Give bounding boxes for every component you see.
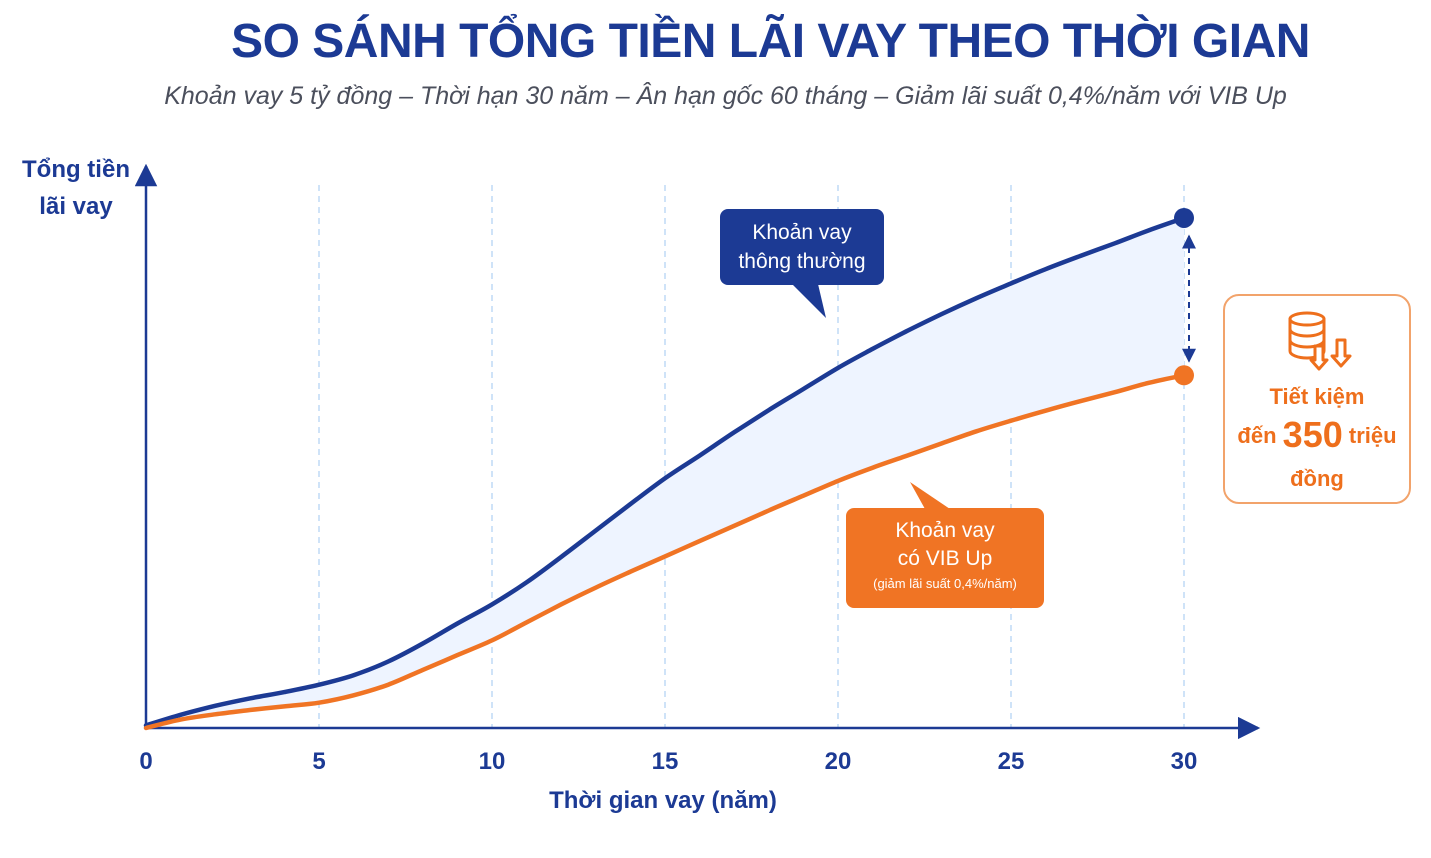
savings-box: Tiết kiệm đến 350 triệu đồng [1223,294,1411,504]
callout-vib: Khoản vay có VIB Up (giảm lãi suất 0,4%/… [846,508,1044,608]
x-tick-label-20: 20 [825,748,852,775]
x-tick-label-10: 10 [479,748,506,775]
x-tick-label-30: 30 [1171,748,1198,775]
savings-amount: 350 [1282,414,1343,455]
x-tick-label-5: 5 [312,748,325,775]
callout-vib-line1: Khoản vay [895,519,995,542]
callout-vib-note: (giảm lãi suất 0,4%/năm) [873,576,1017,591]
x-tick-labels: 0 5 10 15 20 25 30 [139,748,1197,775]
callout-normal-line1: Khoản vay [752,221,852,244]
y-axis-label-line1: Tổng tiền [22,156,130,183]
savings-band [146,218,1184,728]
series-line-vib [143,373,1187,731]
endpoint-vib [1174,365,1194,386]
x-tick-label-0: 0 [139,748,152,775]
x-tick-label-15: 15 [652,748,679,775]
savings-line2: đến 350 triệu [1225,414,1409,456]
savings-suffix: triệu [1348,423,1397,448]
chart-subtitle: Khoản vay 5 tỷ đồng – Thời hạn 30 năm – … [164,82,1287,110]
callout-normal-line2: thông thường [738,250,866,273]
chart-title: SO SÁNH TỔNG TIỀN LÃI VAY THEO THỜI GIAN [231,15,1310,68]
savings-line1: Tiết kiệm [1269,384,1365,409]
callout-normal: Khoản vay thông thường [720,209,884,285]
series-line-normal [143,215,1187,728]
y-axis-label-line2: lãi vay [39,193,113,220]
x-tick-label-25: 25 [998,748,1025,775]
savings-prefix: đến [1237,423,1277,448]
x-axis-label: Thời gian vay (năm) [549,787,777,814]
callout-vib-line2: có VIB Up [897,547,993,570]
callout-vib-pointer [910,482,950,509]
endpoint-normal [1174,207,1194,228]
coin-stack-down-arrows-icon [1288,311,1352,371]
callout-normal-pointer [792,284,826,318]
savings-line3: đồng [1290,466,1344,491]
